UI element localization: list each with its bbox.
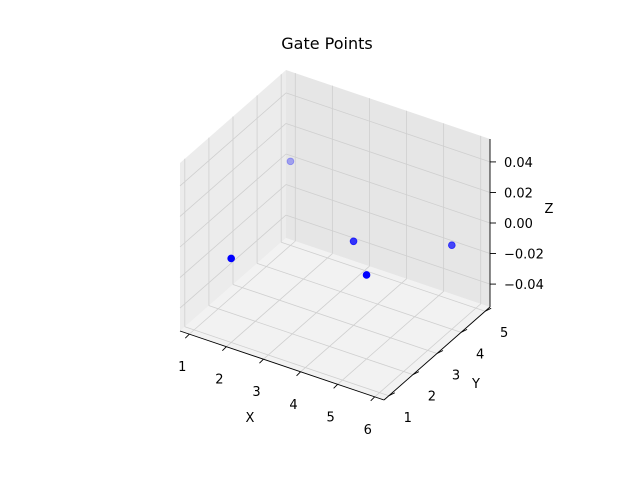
grid-lines (179, 73, 491, 398)
scatter-point (448, 241, 456, 250)
y-tick-mark (484, 307, 492, 312)
y-gridline-floor (256, 262, 462, 333)
x-tick-mark (259, 358, 264, 364)
z-gridline-back (285, 92, 491, 163)
scatter-point (349, 237, 358, 246)
y-tick-mark (460, 328, 468, 333)
y-gridline-floor (208, 305, 414, 376)
y-tick-mark (412, 371, 420, 376)
z-tick-label: 0.04 (504, 156, 533, 171)
z-gridline-left (179, 153, 287, 248)
x-tick-mark (296, 371, 301, 377)
x-tick-mark (222, 346, 227, 352)
tick-marks (184, 161, 496, 402)
tick-labels: 1 2 3 4 5 6 1 2 3 4 5 −0.04 −0.02 0.00 0.02 0.04 (178, 156, 544, 438)
y-tick-mark (436, 350, 444, 354)
z-axis-label: Z (545, 202, 554, 217)
x-tick-mark (370, 396, 376, 402)
x-tick-label: 1 (178, 360, 186, 375)
x-tick-label: 2 (215, 373, 223, 388)
z-gridline-back (285, 184, 491, 254)
z-gridline-left (179, 92, 287, 187)
y-tick-label: 3 (452, 369, 460, 384)
y-tick-label: 1 (404, 411, 412, 426)
x-axis-line (179, 330, 385, 401)
x-tick-label: 4 (289, 398, 297, 413)
z-tick-label: −0.02 (504, 248, 544, 263)
scatter-point (286, 157, 295, 166)
y-axis-label: Y (471, 377, 480, 392)
scatter-point (227, 254, 235, 263)
y-tick-mark (388, 392, 396, 397)
x-tick-mark (333, 383, 338, 389)
x-tick-label: 3 (252, 385, 260, 400)
y-tick-label: 5 (500, 326, 508, 341)
y-gridline-floor (184, 326, 389, 397)
x-axis-label: X (246, 411, 255, 426)
z-tick-label: −0.04 (504, 278, 544, 293)
z-gridline-back (285, 214, 491, 285)
z-gridline-back (285, 153, 491, 224)
x-tick-label: 5 (326, 410, 334, 425)
chart-title: Gate Points (281, 34, 372, 53)
x-tick-label: 6 (364, 423, 372, 438)
scatter-point (362, 271, 371, 279)
z-tick-label: 0.00 (504, 217, 533, 232)
z-gridline-left (179, 184, 287, 278)
z-gridline-left (179, 123, 287, 217)
y-tick-label: 2 (428, 390, 436, 405)
scatter-points (227, 157, 456, 279)
y-gridline-floor (232, 284, 438, 354)
z-tick-label: 0.02 (504, 186, 533, 201)
x-tick-mark (184, 333, 190, 339)
z-gridline-back (285, 123, 491, 193)
y-gridline-floor (281, 241, 486, 312)
y-tick-label: 4 (476, 347, 484, 362)
